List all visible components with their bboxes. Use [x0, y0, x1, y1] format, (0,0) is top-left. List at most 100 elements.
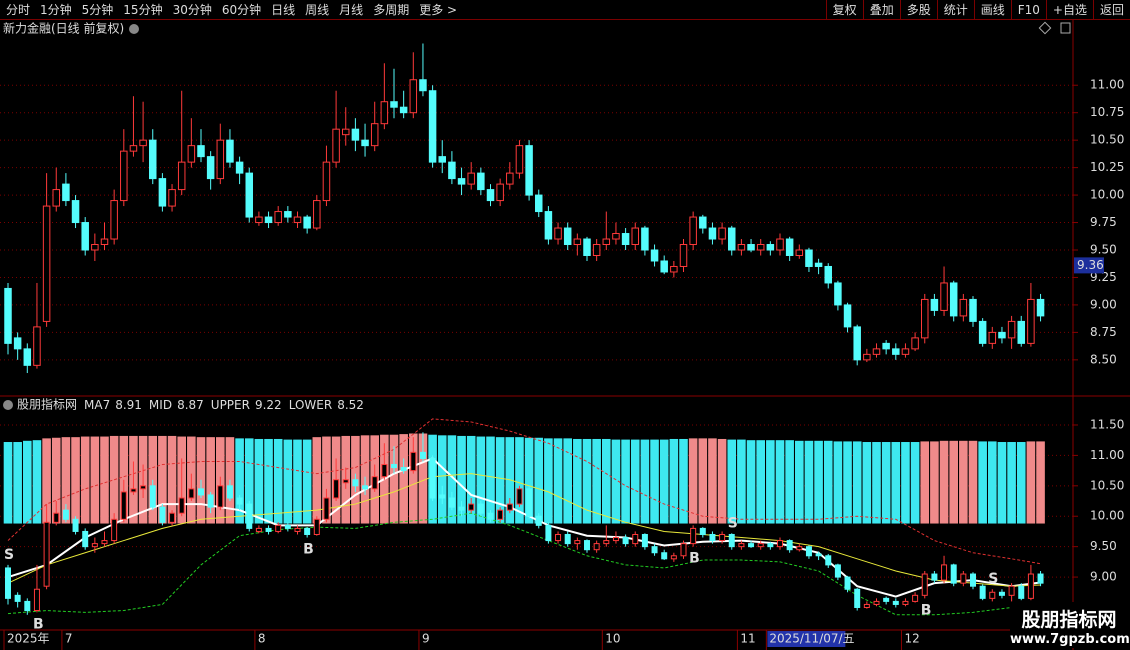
y-tick-label: 9.00 [1090, 297, 1117, 311]
candle-body [622, 537, 629, 545]
trend-bar [409, 433, 418, 524]
title-dropdown-icon[interactable] [129, 24, 139, 34]
candle-body [304, 527, 311, 535]
candle-body [602, 238, 611, 246]
candle-body [863, 603, 870, 608]
candle-body [805, 546, 812, 557]
period-tab[interactable]: 更多 > [419, 3, 458, 17]
tool-button[interactable]: 统计 [936, 0, 974, 20]
period-tab[interactable]: 30分钟 [172, 3, 212, 17]
tool-button[interactable]: F10 [1010, 0, 1046, 20]
candle-body [747, 244, 755, 251]
legend-value: 9.22 [255, 398, 282, 412]
candle-body [574, 540, 581, 545]
candle-body [158, 178, 167, 207]
candle-body [246, 503, 253, 529]
candle-body [381, 464, 388, 478]
candle-body [458, 506, 465, 511]
period-tab[interactable]: 日线 [271, 3, 296, 17]
indicator-title: 股朋指标网 [17, 397, 77, 412]
toolbar: 分时 1分钟 5分钟 15分钟 30分钟 60分钟 日线 周线 月线 多周期 更多 > 复权 叠加 多股… [0, 0, 1130, 20]
candle-body [216, 139, 225, 180]
trend-bar [505, 437, 515, 524]
tool-button[interactable]: 画线 [973, 0, 1011, 20]
tool-button[interactable]: 返回 [1092, 0, 1130, 20]
trend-bar [1026, 441, 1036, 524]
candle-body [708, 227, 717, 240]
period-tab[interactable]: 分时 [6, 3, 31, 17]
tool-button[interactable]: 叠加 [862, 0, 900, 20]
period-tab[interactable]: 月线 [339, 3, 364, 17]
trend-bar [997, 442, 1007, 524]
candle-body [921, 573, 928, 596]
legend-value: 8.91 [115, 398, 142, 412]
candle-body [188, 488, 195, 499]
trend-bar [823, 440, 833, 524]
candle-body [872, 348, 881, 355]
candle-body [370, 123, 379, 147]
candle-body [1007, 320, 1016, 339]
candle-body [844, 576, 851, 590]
candle-body [101, 540, 108, 545]
tool-button[interactable]: 复权 [825, 0, 863, 20]
window-icon[interactable] [1060, 22, 1071, 34]
indicator-legend: MA7 8.91 MID 8.87 UPPER 9.22 LOWER 8.52 [84, 398, 364, 412]
legend-value: 8.87 [177, 398, 204, 412]
candle-body [265, 527, 272, 532]
candle-body [362, 485, 369, 490]
candle-body [796, 546, 803, 551]
candle-body [767, 543, 774, 548]
candle-body [603, 540, 610, 545]
candle-body [33, 326, 41, 366]
trend-bar [158, 435, 167, 524]
tool-button[interactable]: 多股 [899, 0, 937, 20]
candle-body [690, 527, 697, 545]
period-tab[interactable]: 15分钟 [123, 3, 163, 17]
period-tab[interactable]: 5分钟 [81, 3, 114, 17]
candle-body [651, 546, 658, 554]
trend-bar [669, 438, 679, 524]
trend-bar [32, 440, 42, 524]
candle-body [525, 145, 533, 196]
candle-body [950, 564, 957, 584]
candle-body [333, 479, 340, 499]
candle-body [516, 488, 523, 505]
candle-body [1037, 573, 1044, 584]
candle-body [699, 216, 707, 229]
candle-body [477, 503, 484, 514]
candle-body [168, 189, 176, 207]
candle-body [197, 145, 205, 158]
period-tab[interactable]: 60分钟 [221, 3, 262, 17]
legend-name: MID [149, 398, 172, 412]
tool-buttons: 复权 叠加 多股 统计 画线 F10 +自选 返回 [825, 0, 1130, 20]
draw-icon[interactable] [1038, 21, 1052, 35]
candle-body [949, 282, 958, 317]
candle-body [815, 553, 822, 557]
candle-body [670, 555, 677, 560]
candle-body [245, 172, 253, 218]
candle-body [1027, 298, 1035, 344]
candle-body [120, 150, 128, 202]
candle-body [323, 497, 330, 520]
candle-body [198, 488, 204, 496]
indicator-dropdown-icon[interactable] [3, 400, 13, 410]
candle-body [487, 512, 494, 520]
candle-body [206, 156, 215, 180]
candle-body [921, 298, 929, 339]
trend-bar [524, 437, 534, 524]
trend-bar [13, 442, 22, 524]
x-label-highlight [767, 631, 846, 647]
y-tick-label: 8.75 [1090, 325, 1117, 339]
trend-bar [737, 439, 746, 524]
legend-entry: MA7 8.91 [84, 398, 142, 412]
period-tab[interactable]: 周线 [305, 3, 330, 17]
tool-button[interactable]: +自选 [1045, 0, 1093, 20]
candle-body [226, 485, 233, 499]
period-tab[interactable]: 1分钟 [40, 3, 72, 17]
signal: B [689, 551, 700, 567]
trend-bar [23, 440, 32, 524]
period-tab[interactable]: 多周期 [373, 3, 410, 17]
candle-body [468, 503, 475, 511]
candle-body [149, 485, 156, 508]
trend-bar [688, 438, 698, 524]
